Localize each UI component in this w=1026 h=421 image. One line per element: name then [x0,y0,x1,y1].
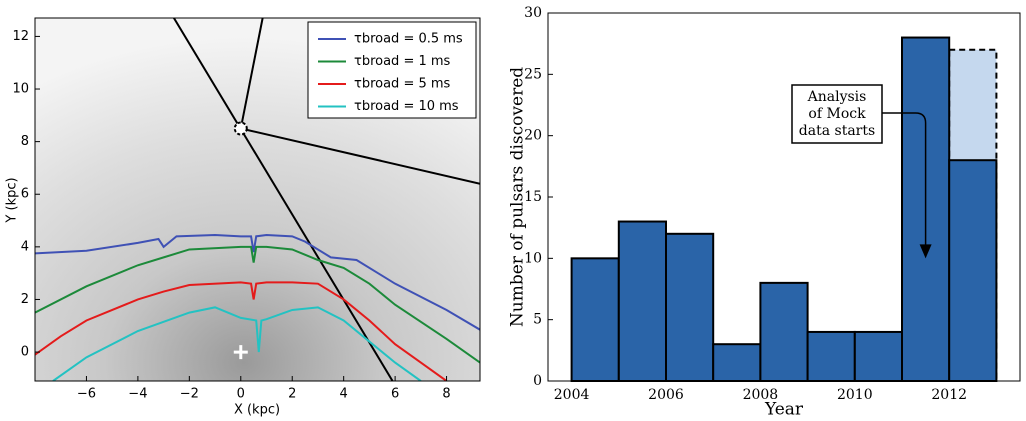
line-series [35,245,480,364]
y-tick-label: 30 [524,5,542,21]
left-chart: X (kpc) Y (kpc) −6 −4 −2 0 2 4 6 8 0 2 4 6 8 10 12 τbro… [5,17,481,418]
bar [759,281,809,382]
y-axis-label: Number of pulsars discovered [508,67,528,327]
x-tick-label: −2 [180,387,199,402]
y-tick-label: 6 [21,187,29,202]
sightline [239,18,264,129]
x-tick-label: 2008 [743,387,779,403]
arrow-head [919,244,932,259]
y-tick-label: 15 [524,189,542,205]
legend-label: τbroad = 5 ms [354,77,451,92]
y-tick-label: 10 [524,250,542,266]
sightline [240,127,480,185]
y-tick-label: 2 [21,292,29,307]
annotation-text: data starts [799,123,875,139]
bar [665,232,715,382]
bar [806,330,856,382]
y-tick-label: 0 [21,345,29,360]
bar [712,343,762,383]
legend-label: τbroad = 10 ms [354,99,459,114]
sightline [173,18,394,381]
line-series [35,234,480,331]
line-series [52,306,422,381]
line-series [35,281,448,381]
y-tick-label: 20 [524,128,542,144]
y-tick-label: 4 [21,239,29,254]
x-tick-label: −6 [77,387,96,402]
x-tick-label: 2010 [837,387,873,403]
bar [948,159,998,382]
x-tick-label: 2 [288,387,296,402]
annotation-text: of Mock [808,106,866,122]
right-chart: Year Number of pulsars discovered 2004 20… [508,5,1021,420]
annotation-box [791,84,883,144]
plot-area [35,18,480,381]
y-tick-label: 5 [533,312,542,328]
x-axis-label: Year [764,400,804,420]
x-tick-label: 0 [237,387,245,402]
annotation-text: Analysis [807,89,867,105]
x-tick-label: 8 [442,387,450,402]
x-tick-label: 2004 [554,387,590,403]
y-tick-label: 8 [21,134,29,149]
x-tick-label: 2012 [931,387,967,403]
sun-marker [233,121,248,136]
bar [853,330,903,382]
annotation-arrow [882,112,927,247]
y-tick-label: 12 [12,29,29,44]
x-axis-label: X (kpc) [234,403,280,418]
x-tick-label: 2006 [648,387,684,403]
x-tick-label: 4 [340,387,348,402]
bar [617,220,667,382]
y-axis-label: Y (kpc) [5,177,20,223]
bar [570,257,620,383]
legend-label: τbroad = 0.5 ms [354,32,463,47]
legend-label: τbroad = 1 ms [354,54,451,69]
plot-frame [34,17,481,382]
x-tick-label: 6 [391,387,399,402]
y-tick-label: 25 [524,66,542,82]
y-tick-label: 10 [12,82,29,97]
galactic-center [233,345,248,360]
y-tick-label: 0 [533,373,542,389]
x-tick-label: −4 [128,387,147,402]
